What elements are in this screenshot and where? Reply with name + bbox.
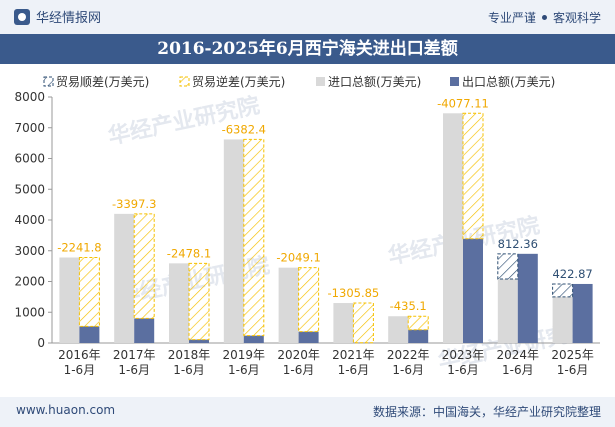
legend-label-surplus: 贸易顺差(万美元) [56, 75, 149, 89]
import-bar [278, 267, 299, 343]
deficit-bar [462, 112, 484, 240]
surplus-bar [497, 253, 519, 280]
deficit-bar [188, 262, 210, 341]
footer-site: www.huaon.com [16, 403, 116, 417]
deficit-bar [78, 257, 100, 327]
y-tick-label: 3000 [14, 244, 45, 258]
data-label: 422.87 [552, 267, 592, 281]
legend-swatch-export [450, 77, 459, 86]
tagline: 专业严谨 客观科学 [488, 9, 601, 26]
y-tick-label: 2000 [14, 275, 45, 289]
x-tick-label: 1-6月 [392, 363, 424, 377]
x-tick-label: 2025年 [551, 348, 594, 362]
x-tick-label: 2022年 [387, 348, 430, 362]
surplus-bar [552, 283, 574, 298]
x-tick-label: 2016年 [58, 348, 101, 362]
x-tick-label: 1-6月 [502, 363, 534, 377]
deficit-bar [298, 267, 320, 333]
data-label: 812.36 [498, 237, 538, 251]
data-label: -6382.4 [222, 122, 266, 136]
deficit-bar [352, 302, 374, 344]
import-bar [552, 296, 573, 343]
x-tick-label: 2023年 [442, 348, 485, 362]
legend-swatch-surplus [43, 76, 54, 87]
x-tick-label: 1-6月 [338, 363, 370, 377]
export-bar [243, 335, 264, 343]
x-tick-label: 2021年 [332, 348, 375, 362]
brand-logo-icon [14, 8, 30, 25]
import-bar [388, 316, 409, 343]
import-bar [443, 113, 463, 343]
deficit-bar [133, 213, 155, 319]
footer-source: 数据来源：中国海关，华经产业研究院整理 [372, 405, 601, 419]
chart-title: 2016-2025年6月西宁海关进出口差额 [0, 34, 615, 64]
legend-swatch-deficit [179, 76, 190, 87]
y-tick-label: 5000 [14, 182, 45, 196]
y-tick-label: 1000 [14, 305, 45, 319]
dot-icon [541, 15, 547, 20]
top-bar: 华经情报网 专业严谨 客观科学 [0, 0, 615, 34]
deficit-bar [243, 138, 265, 337]
data-label: -2478.1 [167, 246, 211, 260]
x-tick-label: 1-6月 [557, 363, 589, 377]
import-bar [223, 139, 244, 343]
export-bar [79, 326, 100, 343]
x-tick-label: 2018年 [168, 348, 211, 362]
export-bar [298, 331, 319, 343]
import-bar [333, 303, 354, 343]
tag-right: 客观科学 [552, 11, 601, 25]
footer: www.huaon.com 数据来源：中国海关，华经产业研究院整理 [0, 397, 615, 427]
import-bar [169, 263, 189, 343]
import-bar [497, 279, 518, 343]
data-label: -435.1 [390, 299, 427, 313]
y-tick-label: 0 [37, 336, 45, 350]
import-bar [114, 213, 135, 343]
x-tick-label: 2024年 [497, 348, 540, 362]
data-label: -2241.8 [57, 241, 101, 255]
x-tick-label: 1-6月 [118, 363, 150, 377]
tag-left: 专业严谨 [487, 11, 536, 25]
brand-name: 华经情报网 [36, 11, 102, 26]
data-label: -1305.85 [328, 286, 380, 300]
legend-label-deficit: 贸易逆差(万美元) [192, 74, 285, 89]
x-tick-label: 1-6月 [447, 363, 479, 377]
y-tick-label: 6000 [14, 152, 45, 166]
legend-label-import: 进口总额(万美元) [328, 75, 421, 89]
data-label: -3397.3 [112, 197, 156, 211]
export-bar [134, 318, 155, 343]
y-tick-label: 4000 [14, 213, 45, 227]
x-tick-label: 2019年 [223, 348, 266, 362]
x-tick-label: 1-6月 [283, 363, 315, 377]
export-bar [189, 339, 209, 343]
export-bar [463, 238, 483, 343]
deficit-bar [407, 315, 429, 331]
export-bar [517, 253, 538, 343]
data-label: -2049.1 [276, 251, 320, 265]
export-bar [408, 329, 429, 343]
x-tick-label: 1-6月 [228, 363, 260, 377]
x-tick-label: 2017年 [113, 348, 156, 362]
legend-label-export: 出口总额(万美元) [462, 75, 555, 89]
y-tick-label: 7000 [14, 121, 45, 135]
import-bar [59, 257, 80, 343]
y-tick-label: 8000 [14, 90, 45, 104]
data-label: -4077.11 [437, 96, 489, 110]
legend-swatch-import [316, 77, 325, 86]
x-tick-label: 1-6月 [173, 363, 205, 377]
chart: 华经产业研究院华经产业研究院华经产业研究院华经产业研究院 贸易顺差(万美元)贸易… [14, 74, 600, 377]
brand: 华经情报网 [14, 7, 101, 26]
x-tick-label: 2020年 [277, 348, 320, 362]
x-tick-label: 1-6月 [64, 363, 96, 377]
export-bar [572, 283, 593, 343]
